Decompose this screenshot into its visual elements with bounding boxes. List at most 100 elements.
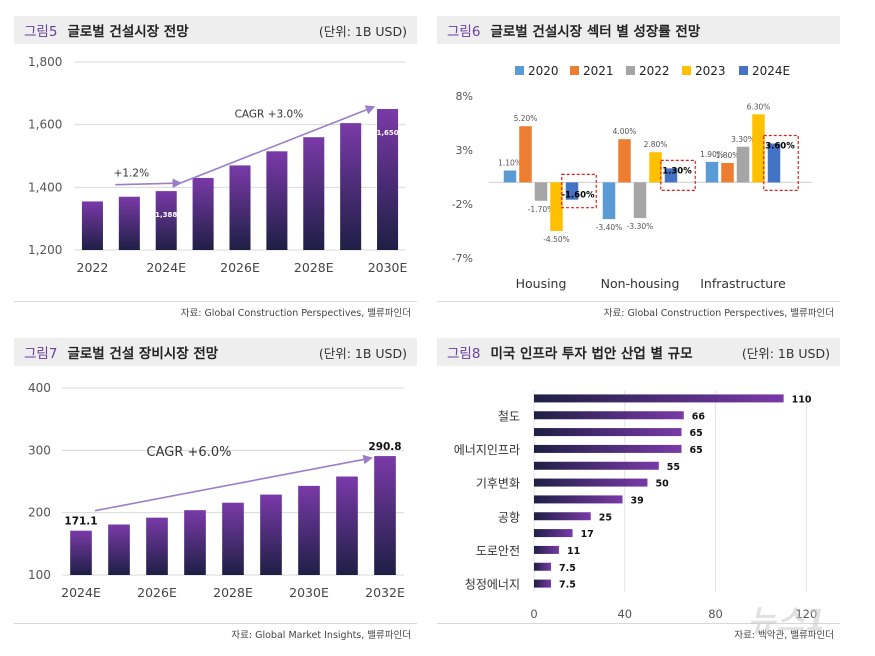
chart-infra-bill: 0 40 80 120 110 66 철도 65 65 에너지인프라 55 50 기후변화 39 25 공항 1… (454, 390, 817, 618)
x-tick-label: 120 (795, 607, 817, 618)
bar-data-label: 2.80% (644, 140, 668, 149)
bar-data-label: 1.90% (700, 150, 724, 159)
cagr-arrow (94, 454, 373, 512)
figure-label: 그림7 (24, 346, 58, 362)
figure-unit: (단위: 1B USD) (318, 345, 407, 361)
bar (736, 146, 750, 183)
bar-data-label: 1.30% (662, 166, 692, 176)
bar (108, 524, 130, 575)
divider (437, 623, 840, 624)
bar-data-label: -4.50% (543, 235, 570, 244)
highlight-box (660, 159, 696, 192)
bar (705, 161, 719, 183)
y-tick-label: -7% (452, 252, 473, 265)
bar (534, 478, 648, 487)
legend-label: 2021 (583, 64, 614, 78)
x-tick-label: 2028E (213, 585, 253, 600)
figure-unit: (단위: 1B USD) (318, 23, 407, 39)
x-tick-label: 2030E (289, 585, 329, 600)
cagr-annotation: CAGR +3.0% (235, 109, 304, 121)
bar (633, 182, 647, 219)
bar (229, 165, 251, 250)
x-tick-label: 2026E (137, 585, 177, 600)
cagr-arrow (179, 105, 376, 184)
source-note: 자료: Global Construction Perspectives, 밸류… (180, 308, 411, 319)
highlight-box (561, 173, 597, 209)
legend-label: 2022 (639, 64, 670, 78)
bar-data-label: 1.10% (498, 159, 522, 168)
bar (298, 485, 320, 575)
bar-data-label: 6.30% (747, 102, 771, 111)
bar (503, 170, 517, 183)
legend-swatch (739, 66, 748, 75)
x-tick-label: 0 (530, 607, 537, 618)
figure-title: 글로벌 건설 장비시장 전망 (67, 346, 219, 362)
bar (519, 126, 532, 183)
source-note: 자료: 백악관, 밸류파인더 (734, 630, 834, 641)
bar (534, 444, 682, 453)
x-tick-label: 2026E (220, 260, 260, 275)
bar (534, 562, 552, 571)
bar (767, 143, 781, 183)
bar-data-label: 39 (631, 495, 644, 506)
bar (550, 182, 563, 231)
divider (14, 623, 417, 624)
figure-label: 그림6 (447, 24, 481, 40)
bar-data-label: 290.8 (368, 441, 401, 453)
bar (260, 494, 282, 575)
y-tick-label: 1,600 (28, 118, 62, 132)
bar (618, 139, 631, 183)
bar (534, 182, 548, 201)
legend-swatch (515, 66, 524, 75)
growth-arrow (115, 178, 183, 189)
bar-data-label: 1,650 (376, 129, 398, 137)
source-note: 자료: Global Construction Perspectives, 밸류… (603, 308, 834, 319)
bar (534, 529, 573, 538)
bar (222, 502, 244, 575)
chart-sector-growth: 2020 2021 2022 2023 2024E 8% 3% -2% -7% 1.10% 5.20… (452, 64, 812, 291)
bar (534, 461, 659, 470)
y-tick-label: 1,800 (28, 55, 62, 69)
bar (565, 182, 579, 200)
bar-data-label: 65 (690, 445, 703, 456)
y-tick-label: 300 (28, 443, 51, 457)
bar (118, 196, 140, 250)
bar (649, 152, 662, 183)
row-label: 에너지인프라 (454, 443, 520, 457)
bar-data-label: 1.80% (716, 151, 740, 160)
bar (534, 545, 559, 554)
legend-label: 2023 (695, 64, 726, 78)
bar (146, 517, 168, 575)
highlight-box (763, 134, 799, 191)
legend-swatch (626, 66, 635, 75)
legend-swatch (570, 66, 579, 75)
bar-data-label: -3.40% (596, 223, 623, 232)
figure-title: 글로벌 건설시장 전망 (67, 24, 189, 40)
bar (534, 394, 784, 403)
figure-title: 글로벌 건설시장 섹터 별 성장률 전망 (490, 24, 701, 40)
x-tick-label: 2024E (61, 585, 101, 600)
panel-construction-market: 그림5 글로벌 건설시장 전망 (단위: 1B USD) 1,200 1,400 1… (14, 8, 417, 330)
x-tick-label: 2030E (368, 260, 408, 275)
bar (534, 428, 682, 437)
bar-data-label: 3.60% (765, 142, 795, 152)
bar (534, 495, 623, 504)
figure-label: 그림5 (24, 24, 58, 40)
bar (752, 114, 765, 183)
bar (70, 530, 92, 575)
row-label: 청정에너지 (465, 578, 520, 592)
panel-titlebar: 그림5 글로벌 건설시장 전망 (단위: 1B USD) (14, 16, 417, 44)
panel-titlebar: 그림8 미국 인프라 투자 법안 산업 별 규모 (단위: 1B USD) (437, 338, 840, 366)
bar (534, 411, 684, 420)
figure-unit: (단위: 1B USD) (741, 345, 830, 361)
x-tick-label: 2028E (294, 260, 334, 275)
bar (192, 177, 214, 250)
y-tick-label: 200 (28, 506, 51, 520)
legend-label: 2020 (528, 64, 559, 78)
y-tick-label: 3% (456, 144, 473, 157)
bar-data-label: -3.30% (627, 222, 654, 231)
bar-data-label: 7.5 (559, 580, 576, 591)
x-tick-label: 2022 (77, 260, 109, 275)
source-note: 자료: Global Market Insights, 밸류파인더 (231, 630, 411, 641)
row-label: 기후변화 (476, 477, 520, 491)
